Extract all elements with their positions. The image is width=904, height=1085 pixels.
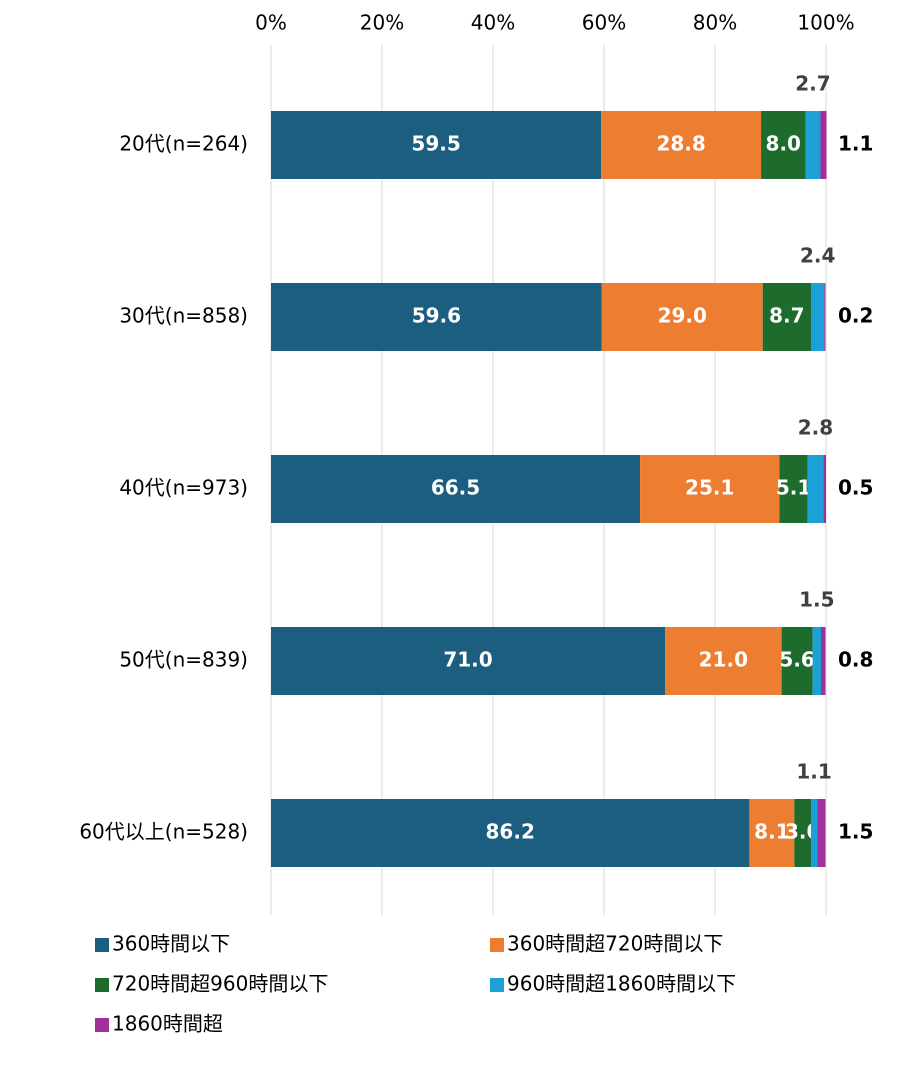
bar-segment <box>820 111 827 179</box>
y-tick-label: 50代(n=839) <box>119 648 248 672</box>
data-label: 1.5 <box>838 820 873 844</box>
data-label: 0.2 <box>838 304 873 328</box>
data-label: 86.2 <box>486 820 535 844</box>
data-label: 29.0 <box>658 304 707 328</box>
bar-segment <box>807 455 824 523</box>
data-label: 2.8 <box>798 416 833 440</box>
legend-label: 360時間以下 <box>112 932 230 956</box>
bar-segment <box>812 627 822 695</box>
data-label: 66.5 <box>431 476 480 500</box>
bar-segment <box>271 455 641 523</box>
data-label: 28.8 <box>656 132 705 156</box>
bar-segment <box>781 627 813 695</box>
bar-segment <box>821 627 826 695</box>
legend-swatch <box>490 938 504 952</box>
data-label: 8.0 <box>766 132 801 156</box>
legend-swatch <box>95 1018 109 1032</box>
y-tick-label: 30代(n=858) <box>119 304 248 328</box>
y-tick-label: 60代以上(n=528) <box>79 820 248 844</box>
legend-label: 960時間超1860時間以下 <box>507 972 736 996</box>
bar-segment <box>271 283 602 351</box>
data-label: 1.1 <box>796 760 831 784</box>
data-label: 0.8 <box>838 648 873 672</box>
legend-swatch <box>95 978 109 992</box>
x-tick-label: 20% <box>360 11 404 35</box>
bar-segment <box>749 799 795 867</box>
legend-swatch <box>95 938 109 952</box>
bar-segment <box>271 799 750 867</box>
bar-segment <box>794 799 812 867</box>
bar-segment <box>665 627 782 695</box>
bar-segment <box>811 799 818 867</box>
legend-label: 360時間超720時間以下 <box>507 932 723 956</box>
x-tick-label: 0% <box>255 11 287 35</box>
data-label: 71.0 <box>443 648 492 672</box>
data-label: 21.0 <box>699 648 748 672</box>
y-tick-label: 20代(n=264) <box>119 132 248 156</box>
data-label: 1.1 <box>838 132 873 156</box>
bar-segment <box>823 455 826 523</box>
data-label: 0.5 <box>838 476 873 500</box>
data-label: 59.6 <box>412 304 461 328</box>
bar-segment <box>761 111 806 179</box>
bar-segment <box>817 799 826 867</box>
x-tick-label: 100% <box>797 11 854 35</box>
legend-label: 1860時間超 <box>112 1012 223 1036</box>
x-tick-label: 80% <box>693 11 737 35</box>
bar-segment <box>601 111 762 179</box>
data-label: 8.1 <box>754 820 789 844</box>
legend-label: 720時間超960時間以下 <box>112 972 328 996</box>
legend-swatch <box>490 978 504 992</box>
x-tick-label: 60% <box>582 11 626 35</box>
data-label: 1.5 <box>799 588 834 612</box>
bar-segment <box>779 455 808 523</box>
data-label: 8.7 <box>769 304 804 328</box>
bar-segment <box>271 627 666 695</box>
bar-segment <box>271 111 602 179</box>
data-label: 2.7 <box>795 72 830 96</box>
data-label: 5.6 <box>779 648 814 672</box>
y-tick-label: 40代(n=973) <box>119 476 248 500</box>
bar-segment <box>640 455 780 523</box>
bar-segment <box>805 111 821 179</box>
bar-segment <box>824 283 826 351</box>
data-label: 25.1 <box>685 476 734 500</box>
bar-segment <box>601 283 763 351</box>
data-label: 5.1 <box>776 476 811 500</box>
data-label: 2.4 <box>800 244 835 268</box>
x-tick-label: 40% <box>471 11 515 35</box>
data-label: 59.5 <box>411 132 460 156</box>
bar-segment <box>811 283 825 351</box>
bar-segment <box>762 283 812 351</box>
